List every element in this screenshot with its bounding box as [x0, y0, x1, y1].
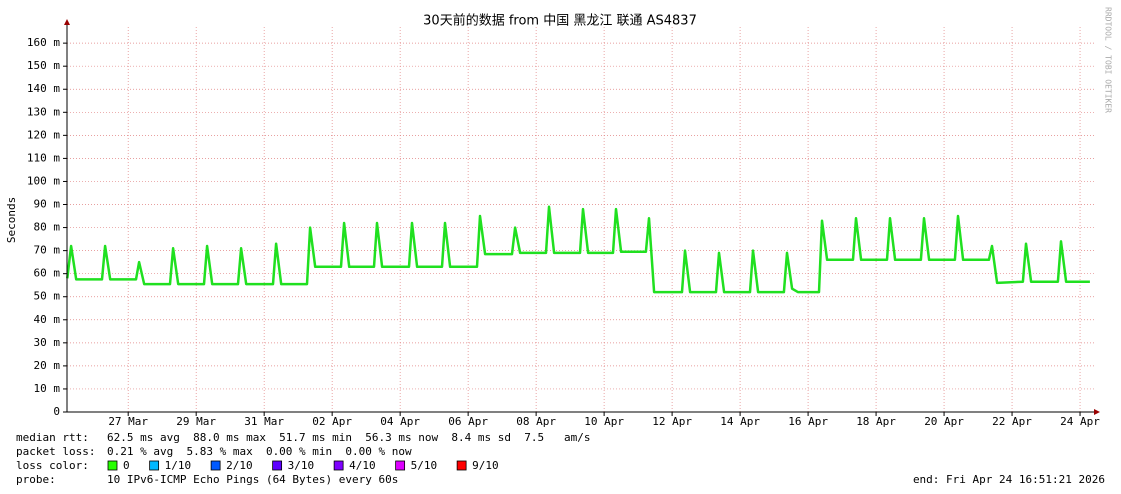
x-arrow — [1094, 409, 1100, 415]
legend: median rtt: 62.5 ms avg 88.0 ms max 51.7 … — [16, 431, 1105, 486]
y-tick-label: 160 m — [27, 36, 60, 49]
probe-label: probe: — [16, 473, 56, 486]
y-tick-label: 150 m — [27, 59, 60, 72]
loss-label: loss color: — [16, 459, 89, 472]
y-tick-label: 140 m — [27, 82, 60, 95]
x-tick-label: 31 Mar — [244, 415, 284, 428]
y-tick-label: 120 m — [27, 128, 60, 141]
x-tick-label: 24 Apr — [1060, 415, 1100, 428]
y-tick-label: 90 m — [34, 198, 61, 211]
y-tick-label: 60 m — [34, 267, 61, 280]
y-tick-label: 70 m — [34, 244, 61, 257]
x-tick-label: 02 Apr — [312, 415, 352, 428]
marks — [66, 205, 1090, 294]
x-tick-label: 18 Apr — [856, 415, 896, 428]
end-text: end: Fri Apr 24 16:51:21 2026 — [913, 473, 1105, 486]
x-tick-label: 16 Apr — [788, 415, 828, 428]
y-tick-label: 20 m — [34, 359, 61, 372]
stat-text: 0.21 % avg 5.83 % max 0.00 % min 0.00 % … — [107, 445, 412, 458]
median-line — [66, 205, 1090, 294]
loss-swatch — [395, 460, 406, 471]
y-tick-label: 40 m — [34, 313, 61, 326]
x-tick-label: 14 Apr — [720, 415, 760, 428]
x-tick-label: 04 Apr — [380, 415, 420, 428]
stat-text: 62.5 ms avg 88.0 ms max 51.7 ms min 56.3… — [107, 431, 590, 444]
loss-swatch — [210, 460, 221, 471]
loss-swatch — [333, 460, 344, 471]
loss-swatch — [456, 460, 467, 471]
loss-text: 2/10 — [226, 459, 253, 472]
loss-text: 0 — [123, 459, 130, 472]
watermark: RRDTOOL / TOBI OETIKER — [1104, 7, 1113, 113]
y-tick-label: 50 m — [34, 290, 61, 303]
y-tick-label: 0 — [53, 405, 60, 418]
loss-text: 5/10 — [411, 459, 438, 472]
loss-text: 1/10 — [165, 459, 192, 472]
y-arrow — [64, 19, 70, 25]
loss-text: 4/10 — [349, 459, 376, 472]
x-tick-label: 27 Mar — [108, 415, 148, 428]
x-tick-label: 10 Apr — [584, 415, 624, 428]
probe-text: 10 IPv6-ICMP Echo Pings (64 Bytes) every… — [107, 473, 398, 486]
x-tick-label: 22 Apr — [992, 415, 1032, 428]
plot-area — [67, 27, 1095, 412]
grid: 0 10 m 20 m 30 m 40 m 50 m 60 m 70 m 80 m 90 m 100… — [27, 27, 1100, 428]
loss-text: 9/10 — [472, 459, 499, 472]
loss-swatch — [149, 460, 160, 471]
y-tick-label: 10 m — [34, 382, 61, 395]
x-tick-label: 08 Apr — [516, 415, 556, 428]
x-tick-label: 20 Apr — [924, 415, 964, 428]
y-tick-label: 130 m — [27, 105, 60, 118]
x-tick-label: 12 Apr — [652, 415, 692, 428]
y-tick-label: 100 m — [27, 174, 60, 187]
stat-label: median rtt: — [16, 431, 89, 444]
loss-swatch — [107, 460, 118, 471]
y-tick-label: 80 m — [34, 221, 61, 234]
stat-label: packet loss: — [16, 445, 95, 458]
x-tick-label: 29 Mar — [176, 415, 216, 428]
y-axis-label: Seconds — [5, 197, 18, 243]
loss-swatch — [272, 460, 283, 471]
chart-title: 30天前的数据 from 中国 黑龙江 联通 AS4837 — [423, 13, 697, 29]
x-tick-label: 06 Apr — [448, 415, 488, 428]
y-tick-label: 110 m — [27, 151, 60, 164]
loss-text: 3/10 — [288, 459, 315, 472]
y-tick-label: 30 m — [34, 336, 61, 349]
